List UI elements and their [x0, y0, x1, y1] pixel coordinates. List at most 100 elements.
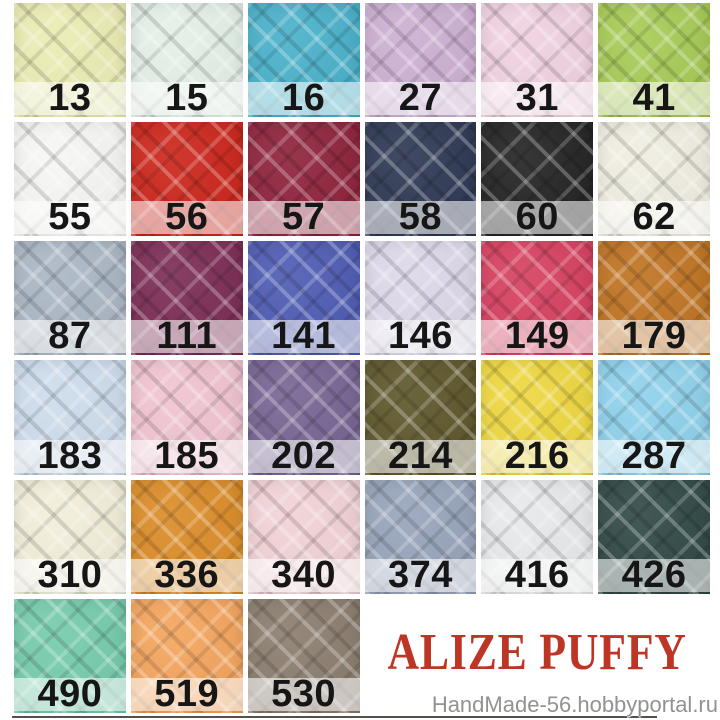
swatch-label-band: 62 — [598, 196, 710, 237]
swatch-label-band: 310 — [14, 553, 126, 594]
swatch-number: 426 — [621, 553, 687, 594]
swatch-number: 185 — [154, 434, 220, 475]
swatch-number: 214 — [387, 434, 453, 475]
swatch-number: 340 — [271, 553, 337, 594]
swatch-number: 416 — [504, 553, 570, 594]
swatch-label-band: 426 — [598, 553, 710, 594]
yarn-swatch: 336 — [130, 479, 243, 594]
swatch-number: 87 — [48, 315, 92, 356]
swatch-label-band: 416 — [481, 553, 594, 594]
swatch-label-band: 146 — [364, 315, 477, 356]
swatch-label-band: 149 — [481, 315, 594, 356]
yarn-swatch: 416 — [481, 479, 594, 594]
swatch-number: 530 — [271, 672, 337, 713]
swatch-number: 183 — [37, 434, 103, 475]
swatch-number: 111 — [156, 315, 218, 356]
swatch-number: 490 — [37, 672, 103, 713]
yarn-swatch: 87 — [14, 241, 126, 356]
swatch-number: 519 — [154, 672, 220, 713]
swatch-label-band: 15 — [130, 77, 243, 118]
swatch-number: 146 — [387, 315, 453, 356]
swatch-label-band: 336 — [130, 553, 243, 594]
swatch-label-band: 141 — [247, 315, 360, 356]
swatch-label-band: 490 — [14, 672, 126, 713]
swatch-label-band: 183 — [14, 434, 126, 475]
swatch-label-band: 202 — [247, 434, 360, 475]
yarn-swatch: 490 — [14, 598, 126, 713]
swatch-label-band: 185 — [130, 434, 243, 475]
yarn-swatch: 216 — [481, 360, 594, 475]
yarn-swatch-grid: 13 15 16 27 — [14, 3, 710, 713]
swatch-label-band: 41 — [598, 77, 710, 118]
yarn-swatch: 214 — [364, 360, 477, 475]
yarn-swatch: 31 — [481, 3, 594, 118]
swatch-number: 58 — [398, 196, 443, 237]
yarn-swatch: 58 — [364, 122, 477, 237]
swatch-number: 374 — [387, 553, 453, 594]
yarn-swatch: 185 — [130, 360, 243, 475]
swatch-number: 56 — [165, 196, 209, 237]
watermark: HandMade-56.hobbyportal.ru — [431, 692, 718, 717]
yarn-swatch: 56 — [130, 122, 243, 237]
yarn-swatch: 27 — [364, 3, 477, 118]
bottom-edge-line — [12, 716, 657, 718]
yarn-swatch: 146 — [364, 241, 477, 356]
swatch-number: 31 — [515, 77, 559, 118]
swatch-label-band: 530 — [247, 672, 360, 713]
swatch-label-band: 57 — [247, 196, 360, 237]
swatch-label-band: 13 — [14, 77, 126, 118]
swatch-label-band: 58 — [364, 196, 477, 237]
swatch-number: 336 — [154, 553, 220, 594]
yarn-swatch: 310 — [14, 479, 126, 594]
swatch-label-band: 27 — [364, 77, 477, 118]
swatch-number: 149 — [504, 315, 570, 356]
yarn-swatch: 179 — [598, 241, 710, 356]
swatch-label-band: 56 — [130, 196, 243, 237]
yarn-swatch: 57 — [247, 122, 360, 237]
swatch-number: 179 — [621, 315, 687, 356]
swatch-label-band: 87 — [14, 315, 126, 356]
swatch-label-band: 519 — [130, 672, 243, 713]
yarn-swatch: 13 — [14, 3, 126, 118]
swatch-number: 55 — [48, 196, 92, 237]
yarn-swatch: 183 — [14, 360, 126, 475]
swatch-label-band: 16 — [247, 77, 360, 118]
swatch-number: 287 — [621, 434, 687, 475]
swatch-number: 27 — [398, 77, 443, 118]
swatch-label-band: 214 — [364, 434, 477, 475]
swatch-number: 60 — [515, 196, 559, 237]
swatch-number: 15 — [165, 77, 209, 118]
swatch-number: 57 — [281, 196, 326, 237]
swatch-number: 16 — [281, 77, 326, 118]
swatch-label-band: 55 — [14, 196, 126, 237]
swatch-number: 41 — [632, 77, 676, 118]
yarn-swatch: 15 — [130, 3, 243, 118]
yarn-swatch: 60 — [481, 122, 594, 237]
swatch-label-band: 216 — [481, 434, 594, 475]
yarn-swatch: 41 — [598, 3, 710, 118]
swatch-number: 62 — [632, 196, 676, 237]
swatch-number: 202 — [271, 434, 337, 475]
yarn-swatch: 287 — [598, 360, 710, 475]
yarn-swatch: 340 — [247, 479, 360, 594]
yarn-swatch: 141 — [247, 241, 360, 356]
yarn-swatch: 62 — [598, 122, 710, 237]
yarn-swatch: 16 — [247, 3, 360, 118]
swatch-number: 310 — [37, 553, 103, 594]
yarn-swatch: 149 — [481, 241, 594, 356]
yarn-swatch: 374 — [364, 479, 477, 594]
yarn-swatch: 111 — [130, 241, 243, 356]
yarn-swatch: 426 — [598, 479, 710, 594]
brand-panel: ALIZE PUFFY — [364, 598, 710, 713]
swatch-number: 216 — [504, 434, 570, 475]
swatch-number: 141 — [271, 315, 337, 356]
swatch-label-band: 340 — [247, 553, 360, 594]
yarn-swatch: 55 — [14, 122, 126, 237]
swatch-label-band: 287 — [598, 434, 710, 475]
swatch-label-band: 374 — [364, 553, 477, 594]
swatch-label-band: 31 — [481, 77, 594, 118]
yarn-swatch: 530 — [247, 598, 360, 713]
swatch-number: 13 — [48, 77, 92, 118]
yarn-swatch: 202 — [247, 360, 360, 475]
